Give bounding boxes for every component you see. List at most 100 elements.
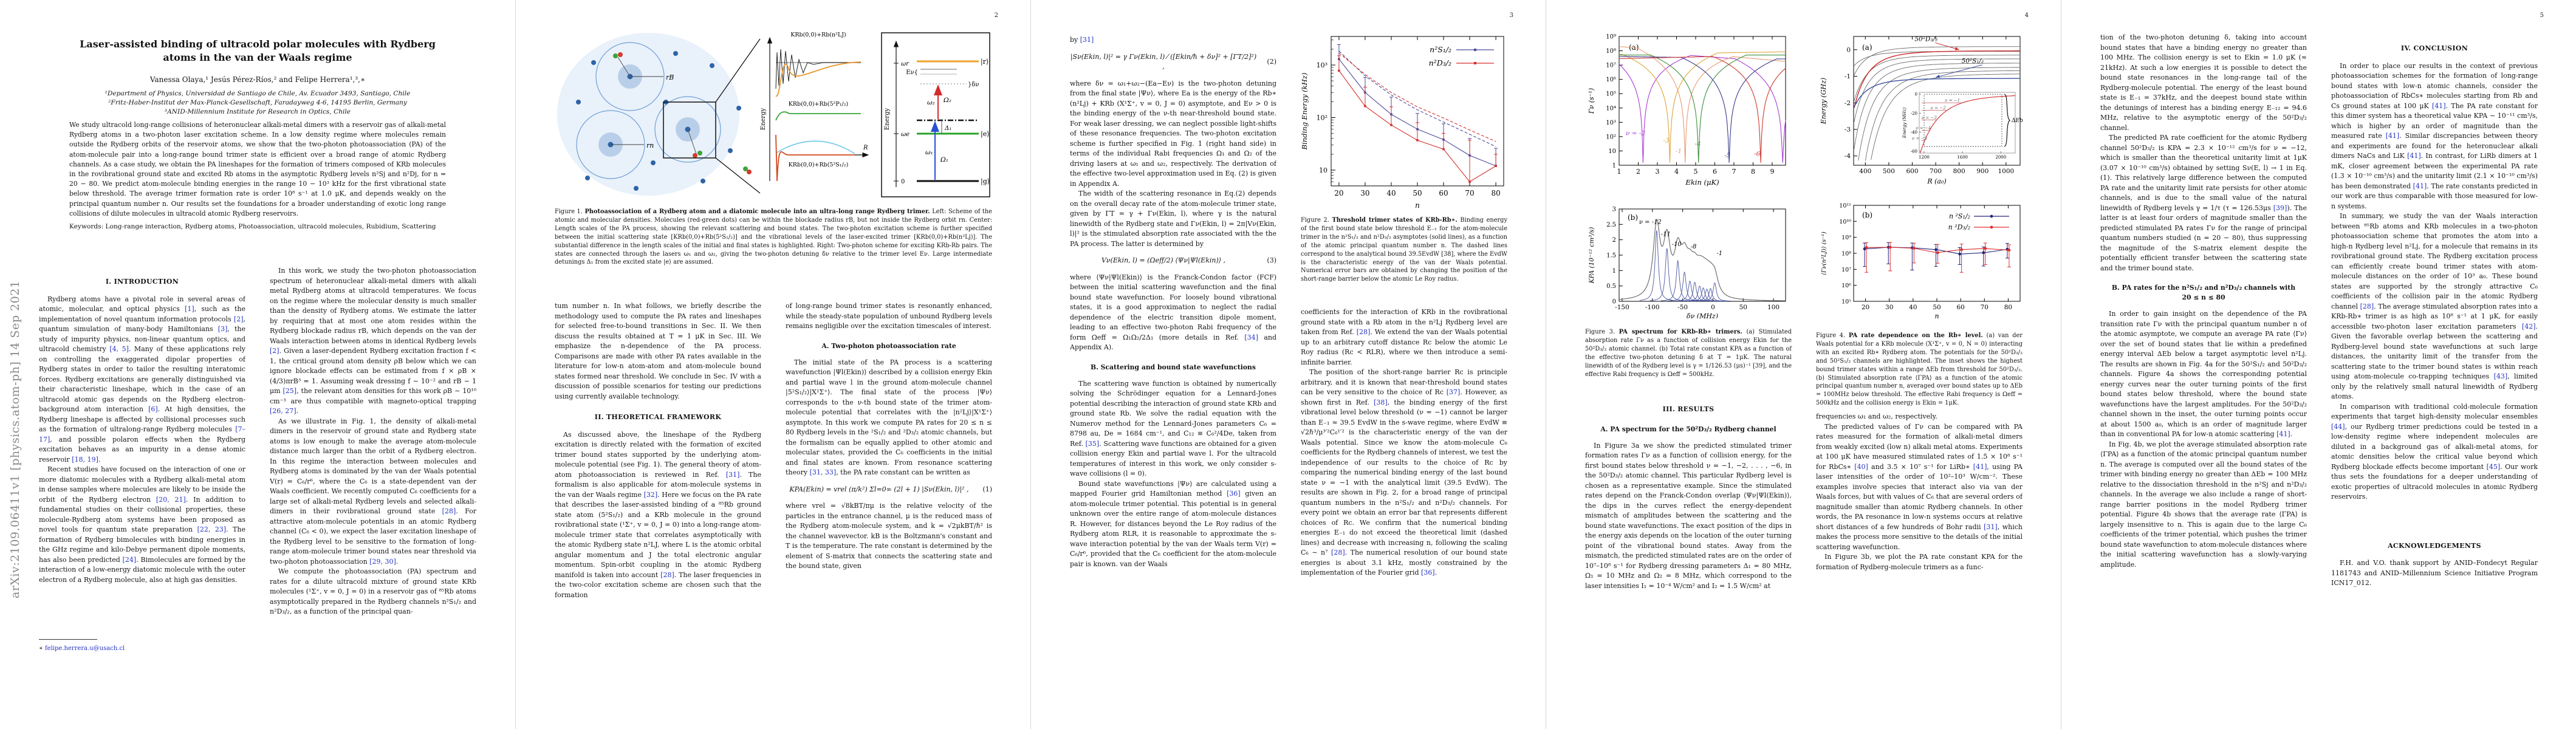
figure2-caption-title: Threshold trimer states of KRb-Rb∗. xyxy=(1332,217,1458,224)
citation-link[interactable]: [4, 5] xyxy=(109,345,129,353)
svg-text:50²S₁/₂: 50²S₁/₂ xyxy=(1962,58,1984,65)
citation-link[interactable]: [18, 19] xyxy=(72,455,98,464)
equation-body: Vν(Ekin, l) = (Ωeff/2) ⟨Ψν|Ψl(Ekin)⟩ , xyxy=(1101,256,1226,264)
citation-link[interactable]: [37] xyxy=(1446,388,1461,396)
omega-e-tick: ωe xyxy=(901,131,909,138)
citation-link[interactable]: [28] xyxy=(660,570,674,579)
rydberg-asymptote-label: KRb(0,0)+Rb(n²LJ) xyxy=(790,32,846,38)
citation-link[interactable]: [6] xyxy=(148,405,158,413)
citation-link[interactable]: [41] xyxy=(2276,430,2290,439)
citation-link[interactable]: [32] xyxy=(643,490,658,499)
svg-text:KPA (10⁻¹² cm³/s): KPA (10⁻¹² cm³/s) xyxy=(1588,227,1595,284)
energy-axis-label: Energy xyxy=(760,108,767,130)
svg-text:50: 50 xyxy=(1933,304,1941,311)
citation-link[interactable]: [28] xyxy=(442,507,456,515)
equation-number: (1) xyxy=(982,485,992,493)
equation-body: KPA(Ekin) = vrel (π/k²) Σl=0∞ (2l + 1) |… xyxy=(789,485,969,493)
svg-text:-3: -3 xyxy=(1663,137,1670,144)
paragraph: In Figure 3a we show the predicted stimu… xyxy=(1585,441,1792,590)
r-axis-label: R xyxy=(863,145,868,151)
citation-link[interactable]: [7–17] xyxy=(39,425,245,443)
citation-link[interactable]: [2] xyxy=(233,315,244,323)
citation-link[interactable]: [42] xyxy=(2521,322,2536,330)
page3-left-column: by [31] |Sν(Ekin, l)|² = γ Γν(Ekin, l) ⁄ … xyxy=(1070,35,1276,697)
figure1-caption-label: Figure 1. xyxy=(555,208,583,215)
citation-link[interactable]: [44] xyxy=(2331,422,2345,431)
svg-text:(a): (a) xyxy=(1862,43,1872,52)
page-1: arXiv:2109.06411v1 [physics.atom-ph] 14 … xyxy=(0,0,515,729)
citation-link[interactable]: [31] xyxy=(1984,522,1998,531)
svg-text:Ekin (μK): Ekin (μK) xyxy=(1685,178,1719,187)
svg-text:10: 10 xyxy=(1608,148,1616,155)
arxiv-banner: arXiv:2109.06411v1 [physics.atom-ph] 14 … xyxy=(9,280,22,598)
citation-link[interactable]: [41] xyxy=(2385,132,2400,140)
citation-link[interactable]: [39] xyxy=(2273,204,2287,212)
section-heading: I. INTRODUCTION xyxy=(105,278,179,286)
svg-text:-4: -4 xyxy=(1845,152,1851,160)
svg-text:80: 80 xyxy=(1491,189,1500,197)
keywords: Keywords: Long-range interaction, Rydber… xyxy=(69,223,436,230)
citation-link[interactable]: [22, 23] xyxy=(197,525,227,533)
citation-link[interactable]: [45] xyxy=(2486,462,2501,471)
citation-link[interactable]: [2] xyxy=(270,347,279,355)
subsection-heading: A. PA spectrum for the 50²D₃/₂ Rydberg c… xyxy=(1600,425,1776,433)
citation-link[interactable]: [34] xyxy=(1244,333,1258,341)
svg-text:-3: -3 xyxy=(1845,126,1851,133)
citation-link[interactable]: [36] xyxy=(1227,490,1241,498)
citation-link[interactable]: [24] xyxy=(122,555,137,564)
citation-link[interactable]: [41] xyxy=(1973,462,1987,471)
svg-text:10⁹: 10⁹ xyxy=(1841,234,1851,241)
svg-text:ΔEb: ΔEb xyxy=(2011,118,2023,124)
citation-link[interactable]: [29, 30] xyxy=(369,557,396,566)
citation-link[interactable]: [1] xyxy=(185,305,194,313)
page1-left-column: I. INTRODUCTION Rydberg atoms have a pivo… xyxy=(39,266,245,631)
citation-link[interactable]: [41] xyxy=(2407,152,2421,160)
svg-text:10⁸: 10⁸ xyxy=(1841,251,1851,258)
paragraph: In this work, we study the two-photon ph… xyxy=(270,267,476,415)
zero-tick: 0 xyxy=(901,179,905,185)
svg-text:ν = −3: ν = −3 xyxy=(1922,115,1937,120)
citation-link[interactable]: [41] xyxy=(2431,101,2446,110)
svg-text:10¹¹: 10¹¹ xyxy=(1839,203,1851,210)
ground-state-label: |g⟩ xyxy=(981,177,990,186)
citation-link[interactable]: [25] xyxy=(283,387,297,395)
section-heading: II. THEORETICAL FRAMEWORK xyxy=(594,413,722,421)
citation-link[interactable]: [26, 27] xyxy=(270,407,296,415)
page-4: 4 1 10 10² 10³ 10⁴ 10⁵ 10⁶ 10⁷ 10⁸ 10⁹ 1 2 3 4 5 6 7 8 9 (a… xyxy=(1546,0,2061,729)
figure4-caption-label: Figure 4. xyxy=(1816,332,1846,339)
email-link[interactable]: felipe.herrera.u@usach.cl xyxy=(44,645,125,652)
citation-link[interactable]: [31, 33] xyxy=(809,468,837,477)
section-heading: III. RESULTS xyxy=(1662,405,1714,413)
citation-link[interactable]: [43] xyxy=(2493,372,2508,380)
citation-link[interactable]: [31] xyxy=(725,470,740,479)
citation-link[interactable]: [35] xyxy=(1085,439,1100,448)
citation-link[interactable]: [28] xyxy=(1331,549,1345,556)
svg-text:9: 9 xyxy=(1770,168,1774,176)
svg-text:10⁷: 10⁷ xyxy=(1606,63,1616,69)
svg-text:1000: 1000 xyxy=(1998,168,2014,175)
citation-link[interactable]: [31] xyxy=(1080,36,1094,44)
citation-link[interactable]: [38] xyxy=(1374,398,1388,406)
svg-text:10⁶: 10⁶ xyxy=(1841,282,1851,289)
svg-text:2: 2 xyxy=(1636,168,1640,176)
citation-link[interactable]: [41] xyxy=(2413,182,2427,190)
equation-number: (2) xyxy=(1267,57,1276,66)
excited-state-label: |e⟩ xyxy=(981,130,990,139)
svg-text:50²D₃/₂: 50²D₃/₂ xyxy=(1914,35,1937,43)
page2-right-column: of long-range bound trimer states is res… xyxy=(786,301,992,702)
svg-text:ν = −2: ν = −2 xyxy=(1931,106,1946,111)
citation-link[interactable]: [20, 21] xyxy=(156,495,186,504)
page5-right-column: IV. CONCLUSION In order to place our resu… xyxy=(2331,33,2538,701)
citation-link[interactable]: [3] xyxy=(218,325,228,333)
svg-text:900: 900 xyxy=(1976,168,1989,175)
citation-link[interactable]: [36] xyxy=(1421,569,1435,577)
svg-text:8: 8 xyxy=(1751,168,1755,176)
citation-link[interactable]: [40] xyxy=(1854,462,1868,471)
svg-text:-10: -10 xyxy=(1672,241,1682,248)
svg-text:10⁷: 10⁷ xyxy=(1841,267,1851,273)
citation-link[interactable]: [28] xyxy=(1356,328,1371,336)
citation-link[interactable]: [28] xyxy=(2360,302,2374,310)
figure2-binding-energy-chart: 10 10² 10³ 20 30 40 50 60 70 80 Binding Energy (kH… xyxy=(1300,36,1504,210)
svg-text:10³: 10³ xyxy=(1317,61,1327,69)
